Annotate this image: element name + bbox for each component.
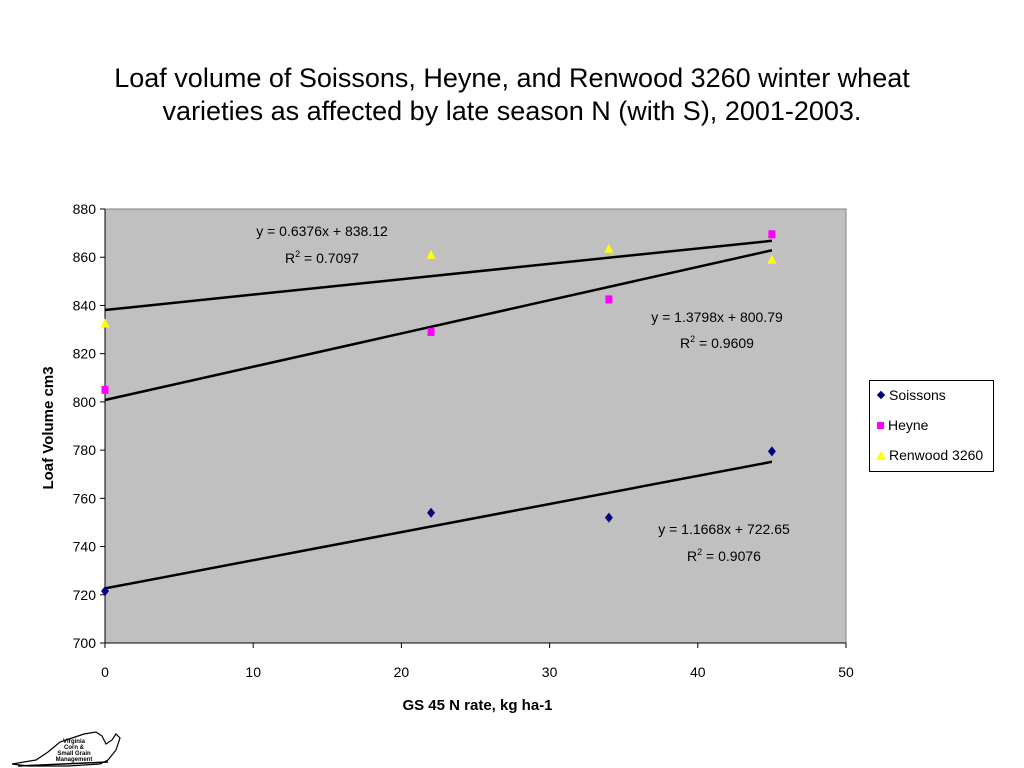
diamond-marker-icon bbox=[876, 390, 886, 400]
point-soissons bbox=[101, 586, 109, 597]
y-tick-label: 840 bbox=[73, 297, 97, 313]
point-renwood-3260 bbox=[100, 318, 110, 328]
x-tick-label: 40 bbox=[690, 664, 706, 680]
y-tick-label: 860 bbox=[73, 249, 97, 265]
legend-label-soissons: Soissons bbox=[889, 387, 946, 403]
y-tick-label: 800 bbox=[73, 394, 97, 410]
legend: Soissons Heyne Renwood 3260 bbox=[869, 380, 994, 472]
chart-title-line-1: Loaf volume of Soissons, Heyne, and Renw… bbox=[114, 63, 910, 93]
legend-item-heyne: Heyne bbox=[876, 417, 928, 433]
trendline-equation-heyne: y = 1.3798x + 800.79 bbox=[651, 309, 783, 325]
point-soissons bbox=[767, 446, 776, 457]
y-tick-label: 720 bbox=[73, 587, 97, 603]
logo-line-4: Management bbox=[56, 757, 93, 763]
legend-item-soissons: Soissons bbox=[876, 387, 946, 403]
y-tick-label: 780 bbox=[73, 442, 97, 458]
logo-line-1: Virginia bbox=[63, 739, 86, 745]
plot-area bbox=[104, 208, 847, 644]
y-axis-label: Loaf Volume cm3 bbox=[40, 366, 57, 489]
x-tick-label: 10 bbox=[245, 664, 261, 680]
logo-line-3: Small Grain bbox=[57, 751, 91, 757]
trendline-soissons bbox=[104, 460, 773, 590]
chart-title-line-2: varieties as affected by late season N (… bbox=[162, 96, 862, 126]
x-tick-label: 50 bbox=[838, 664, 854, 680]
point-renwood-3260 bbox=[604, 243, 614, 253]
point-soissons bbox=[604, 512, 613, 523]
point-heyne bbox=[101, 385, 109, 394]
point-renwood-3260 bbox=[426, 249, 436, 259]
logo: Virginia Corn & Small Grain Management bbox=[11, 731, 121, 767]
legend-item-renwood: Renwood 3260 bbox=[876, 447, 983, 463]
trendline-equation-soissons: y = 1.1668x + 722.65 bbox=[658, 521, 790, 537]
trendline-r2-renwood-3260: R2 = 0.7097 bbox=[285, 249, 359, 266]
y-tick-label: 740 bbox=[73, 539, 97, 555]
y-tick-label: 700 bbox=[73, 635, 97, 651]
x-tick-label: 30 bbox=[542, 664, 558, 680]
x-axis-label: GS 45 N rate, kg ha-1 bbox=[402, 697, 552, 714]
point-renwood-3260 bbox=[767, 254, 777, 264]
trendline-renwood-3260 bbox=[104, 239, 773, 312]
square-marker-icon bbox=[877, 421, 884, 429]
point-heyne bbox=[605, 295, 613, 304]
x-tick-label: 20 bbox=[394, 664, 410, 680]
legend-label-renwood: Renwood 3260 bbox=[889, 447, 984, 463]
point-heyne bbox=[427, 327, 435, 336]
triangle-marker-icon bbox=[876, 450, 886, 460]
chart-title: Loaf volume of Soissons, Heyne, and Renw… bbox=[60, 62, 964, 128]
trendline-r2-heyne: R2 = 0.9609 bbox=[680, 334, 754, 351]
virginia-state-outline bbox=[11, 731, 121, 767]
logo-line-2: Corn & bbox=[64, 745, 85, 751]
point-soissons bbox=[427, 507, 436, 518]
point-heyne bbox=[768, 230, 776, 239]
legend-label-heyne: Heyne bbox=[888, 417, 929, 433]
y-tick-label: 820 bbox=[73, 346, 97, 362]
y-tick-label: 880 bbox=[73, 201, 97, 217]
trendline-heyne bbox=[104, 249, 773, 402]
trendline-r2-soissons: R2 = 0.9076 bbox=[687, 547, 761, 564]
x-tick-label: 0 bbox=[101, 664, 109, 680]
trendline-equation-renwood-3260: y = 0.6376x + 838.12 bbox=[256, 223, 388, 239]
y-tick-label: 760 bbox=[73, 490, 97, 506]
